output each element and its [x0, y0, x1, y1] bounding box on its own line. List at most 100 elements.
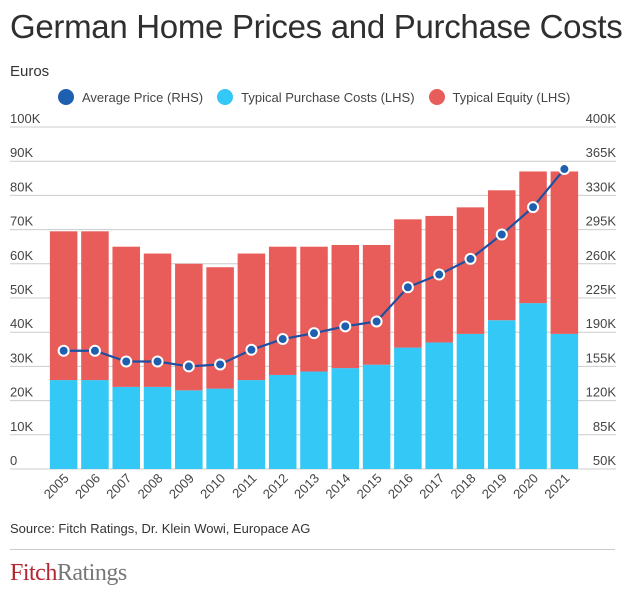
chart-subtitle: Euros [10, 63, 50, 80]
bar-purchase-costs [550, 333, 579, 469]
legend: Average Price (RHS) Typical Purchase Cos… [58, 89, 570, 105]
bar-purchase-costs [394, 347, 422, 469]
legend-swatch-average-price [58, 89, 74, 105]
fitch-ratings-logo: FitchRatings [10, 560, 127, 587]
bar-equity [519, 171, 547, 304]
x-tick-label: 2007 [103, 471, 134, 502]
price-point [182, 360, 195, 373]
bar-equity [456, 207, 485, 334]
price-point [308, 327, 320, 340]
bar-purchase-costs [425, 342, 453, 469]
y-left-tick-label: 50K [10, 282, 33, 297]
y-right-tick-label: 295K [586, 214, 617, 229]
price-point [527, 201, 540, 214]
legend-label-purchase-costs: Typical Purchase Costs (LHS) [241, 89, 415, 105]
bar-purchase-costs [456, 333, 485, 469]
legend-item-equity: Typical Equity (LHS) [428, 89, 571, 105]
y-left-tick-label: 60K [10, 248, 33, 263]
bar-equity [49, 231, 78, 381]
y-right-tick-label: 260K [586, 248, 617, 263]
bar-purchase-costs [112, 386, 141, 469]
x-tick-label: 2019 [479, 471, 510, 502]
y-right-tick-label: 225K [586, 282, 617, 297]
bar-purchase-costs [237, 380, 266, 469]
y-left-tick-label: 0 [10, 453, 17, 468]
x-tick-label: 2017 [416, 471, 447, 502]
bar-equity [487, 190, 516, 321]
x-tick-label: 2021 [541, 471, 572, 502]
legend-item-purchase-costs: Typical Purchase Costs (LHS) [217, 89, 415, 105]
x-tick-label: 2018 [448, 471, 479, 502]
price-point [558, 163, 571, 176]
chart-title: German Home Prices and Purchase Costs [10, 8, 623, 45]
price-point [276, 333, 289, 346]
y-right-tick-label: 365K [586, 145, 617, 160]
price-point [464, 252, 477, 265]
y-right-tick-label: 400K [586, 111, 617, 126]
bar-equity [362, 244, 391, 365]
x-tick-label: 2012 [260, 471, 291, 502]
bar-purchase-costs [300, 371, 328, 469]
legend-item-average-price: Average Price (RHS) [58, 89, 203, 105]
legend-label-average-price: Average Price (RHS) [82, 89, 204, 105]
bar-purchase-costs [519, 303, 547, 469]
legend-label-equity: Typical Equity (LHS) [452, 89, 571, 105]
y-right-tick-label: 330K [586, 179, 617, 194]
x-tick-label: 2009 [166, 471, 197, 502]
x-tick-label: 2011 [229, 471, 259, 501]
divider [10, 549, 615, 550]
y-left-tick-label: 70K [10, 214, 33, 229]
bar-purchase-costs [175, 390, 203, 469]
x-tick-label: 2014 [322, 471, 353, 502]
y-right-tick-label: 190K [586, 316, 617, 331]
y-right-tick-label: 50K [593, 453, 616, 468]
price-point [120, 355, 133, 368]
source-note: Source: Fitch Ratings, Dr. Klein Wowi, E… [10, 521, 311, 536]
price-point [370, 315, 383, 328]
bar-purchase-costs [331, 368, 360, 469]
x-tick-label: 2005 [41, 471, 72, 502]
x-tick-label: 2016 [385, 471, 416, 502]
x-tick-label: 2020 [510, 471, 541, 502]
y-left-tick-label: 10K [10, 419, 33, 434]
chart-plot: 0 10K 20K 30K 40K 50K 60K 70K 80K 90K 100K 50K 85K 12… [10, 111, 617, 502]
y-left-tick-label: 90K [10, 145, 33, 160]
y-right-tick-label: 85K [593, 419, 616, 434]
price-point [151, 355, 164, 368]
bar-purchase-costs [206, 388, 234, 469]
x-tick-label: 2015 [354, 471, 385, 502]
bar-equity [237, 253, 266, 381]
bar-purchase-costs [49, 380, 78, 469]
y-left-tick-label: 40K [10, 316, 33, 331]
price-point [57, 344, 70, 357]
legend-swatch-equity [428, 89, 445, 105]
bar-purchase-costs [487, 320, 516, 469]
bar-purchase-costs [268, 374, 297, 469]
price-point [339, 320, 352, 333]
price-point [88, 344, 101, 357]
bar-purchase-costs [81, 380, 109, 469]
legend-swatch-purchase-costs [217, 89, 234, 105]
bar-equity [81, 231, 109, 381]
price-point [433, 268, 446, 281]
bar-equity [300, 246, 328, 372]
x-tick-label: 2013 [291, 471, 322, 502]
price-point [401, 281, 414, 294]
y-left-tick-label: 30K [10, 350, 33, 365]
y-left-tick-label: 100K [10, 111, 41, 126]
price-point [245, 343, 258, 356]
bar-purchase-costs [362, 364, 391, 469]
y-left-tick-label: 20K [10, 385, 33, 400]
price-point [214, 358, 227, 371]
bar-equity [268, 246, 297, 375]
logo-part-fitch: Fitch [10, 560, 57, 586]
y-left-tick-label: 80K [10, 179, 33, 194]
logo-part-ratings: Ratings [56, 560, 127, 586]
bar-equity [331, 244, 360, 369]
bar-purchase-costs [143, 386, 172, 469]
y-right-tick-label: 155K [586, 350, 617, 365]
x-tick-label: 2010 [197, 471, 228, 502]
x-tick-label: 2008 [135, 471, 166, 502]
bar-equity [550, 171, 579, 334]
price-point [495, 228, 508, 241]
